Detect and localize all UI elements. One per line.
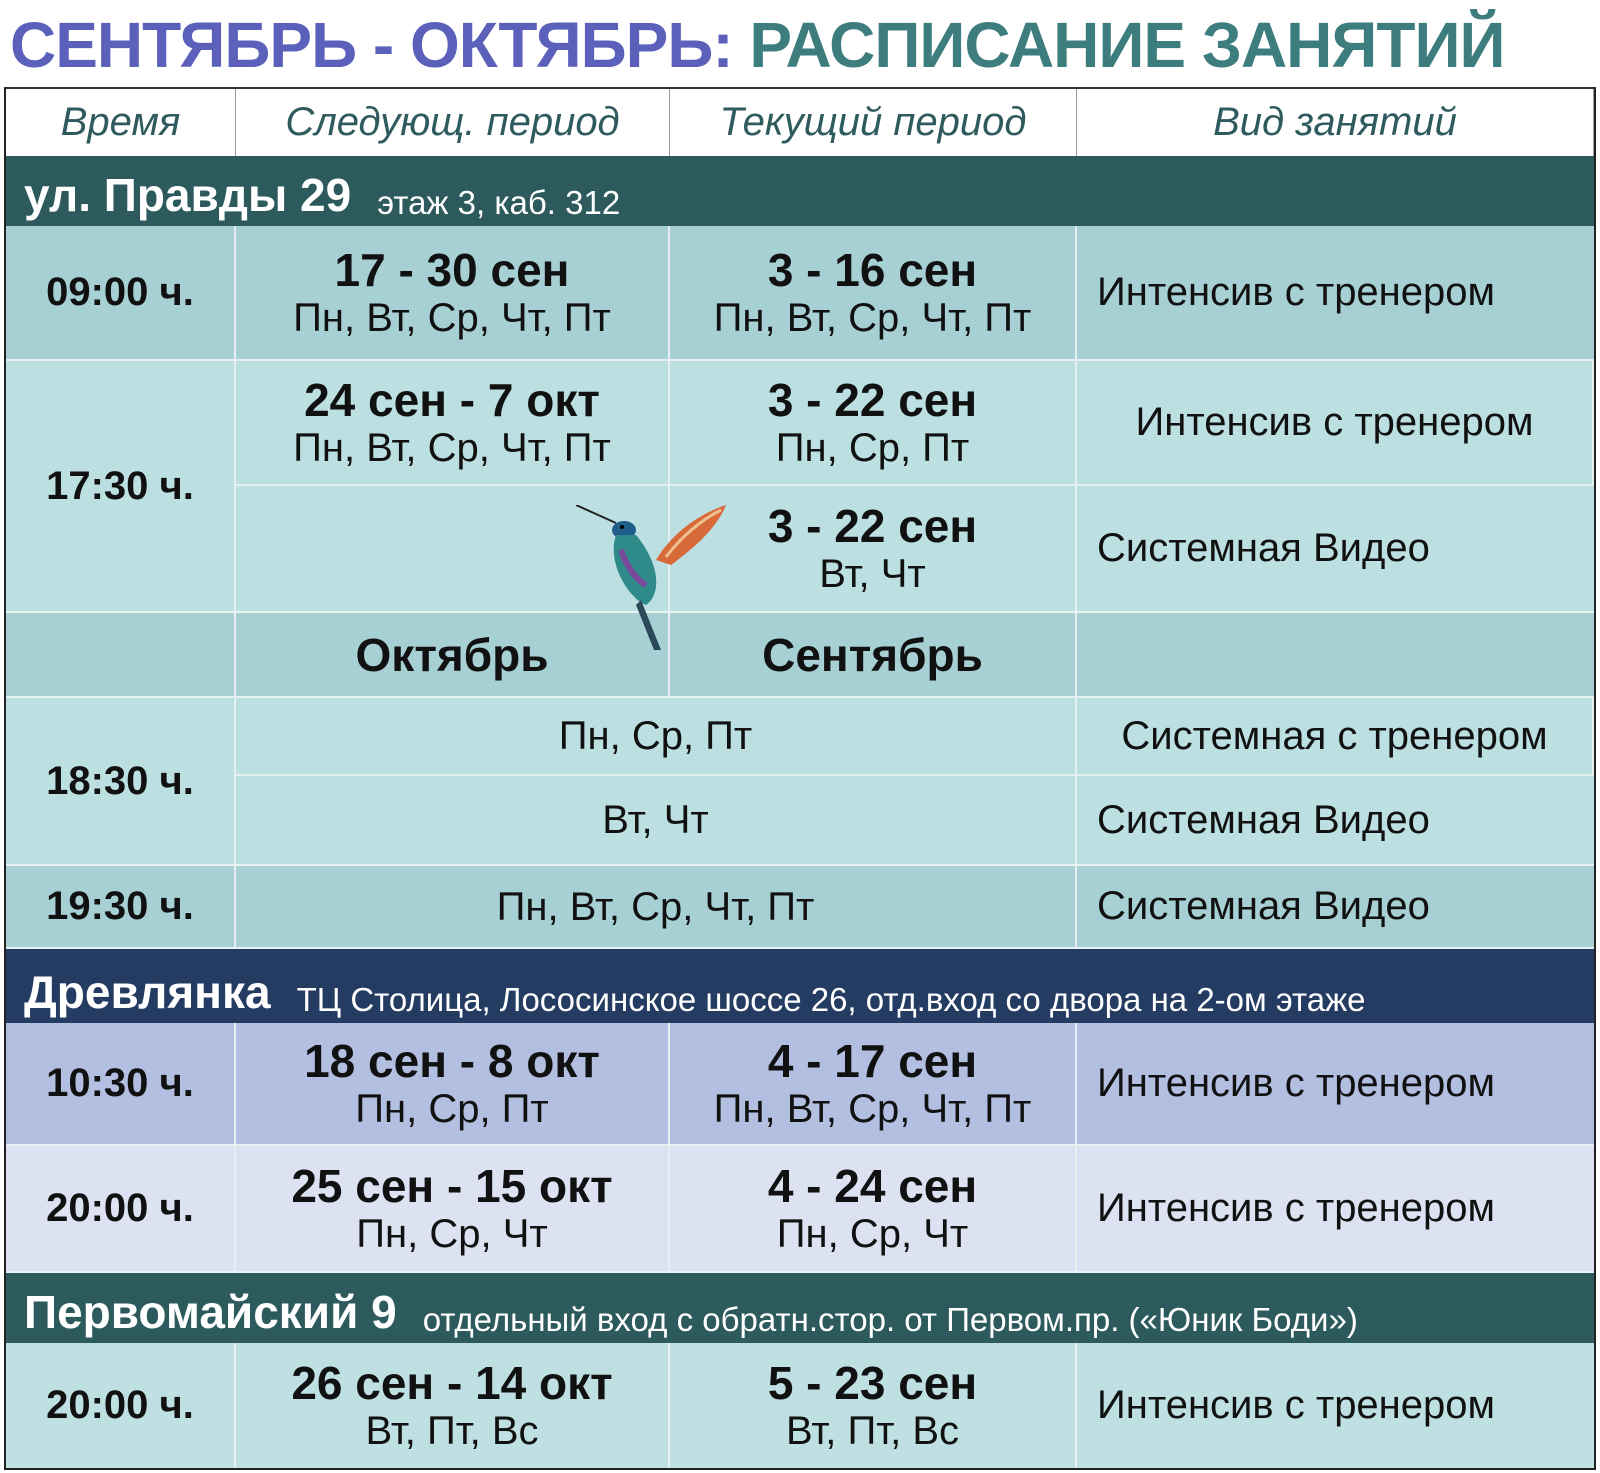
section-note: этаж 3, каб. 312	[377, 184, 621, 221]
cur-date: 4 - 24 сен	[767, 1160, 978, 1213]
title-months: СЕНТЯБРЬ - ОКТЯБРЬ:	[10, 9, 734, 81]
next-date: 26 сен - 14 окт	[291, 1357, 613, 1410]
kind-cell: Интенсив с тренером	[1077, 361, 1594, 486]
section-note: отдельный вход с обратн.стор. от Первом.…	[422, 1301, 1358, 1338]
time-cell: 17:30 ч.	[6, 361, 236, 611]
next-date: 17 - 30 сен	[334, 244, 570, 297]
cur-date: 5 - 23 сен	[767, 1357, 978, 1410]
section-drevlyanka: Древлянка ТЦ Столица, Лососинское шоссе …	[6, 949, 1594, 1023]
time-cell: 18:30 ч.	[6, 698, 236, 864]
cur-date: 3 - 16 сен	[767, 244, 978, 297]
next-date: 24 сен - 7 окт	[304, 374, 600, 427]
cur-days: Пн, Ср, Чт	[776, 1211, 969, 1256]
section-pervomaysky: Первомайский 9 отдельный вход с обратн.с…	[6, 1273, 1594, 1343]
schedule-table: Время Следующ. период Текущий период Вид…	[4, 87, 1596, 1470]
section-name: Первомайский 9	[24, 1286, 397, 1338]
kind-cell: Системная Видео	[1097, 797, 1430, 842]
days-cell: Вт, Чт	[236, 776, 1077, 864]
next-days: Пн, Вт, Ср, Чт, Пт	[293, 295, 611, 340]
next-date: 18 сен - 8 окт	[304, 1035, 600, 1088]
time-cell: 20:00 ч.	[6, 1343, 236, 1468]
time-cell: 19:30 ч.	[6, 866, 236, 947]
next-days: Пн, Ср, Чт	[356, 1211, 548, 1256]
table-row: 09:00 ч. 17 - 30 сен Пн, Вт, Ср, Чт, Пт 3…	[6, 226, 1594, 361]
empty-cell	[236, 486, 670, 611]
header-row: Время Следующ. период Текущий период Вид…	[6, 89, 1594, 156]
time-cell: 10:30 ч.	[6, 1023, 236, 1144]
kind-cell: Системная Видео	[1097, 526, 1430, 570]
kind-cell: Интенсив с тренером	[1097, 1186, 1496, 1230]
next-days: Вт, Пт, Вс	[365, 1408, 539, 1453]
cur-date: 3 - 22 сен	[767, 500, 978, 553]
cur-date: 4 - 17 сен	[767, 1035, 978, 1088]
cur-date: 3 - 22 сен	[767, 374, 978, 427]
header-time: Время	[6, 89, 236, 156]
cur-days: Пн, Ср, Пт	[775, 425, 970, 470]
days-cell: Пн, Вт, Ср, Чт, Пт	[236, 866, 1077, 947]
kind-cell: Системная с тренером	[1077, 698, 1594, 776]
header-next-period: Следующ. период	[236, 89, 670, 156]
header-kind: Вид занятий	[1077, 89, 1594, 156]
time-cell: 09:00 ч.	[6, 226, 236, 359]
next-days: Пн, Ср, Пт	[355, 1086, 549, 1131]
section-name: Древлянка	[24, 966, 271, 1018]
table-row: 19:30 ч. Пн, Вт, Ср, Чт, Пт Системная Ви…	[6, 866, 1594, 949]
kind-cell: Интенсив с тренером	[1097, 1061, 1496, 1105]
next-days: Пн, Вт, Ср, Чт, Пт	[293, 425, 611, 470]
month-current: Сентябрь	[670, 613, 1077, 696]
table-row: 10:30 ч. 18 сен - 8 окт Пн, Ср, Пт 4 - 17…	[6, 1023, 1594, 1146]
next-date: 25 сен - 15 окт	[291, 1160, 613, 1213]
section-note: ТЦ Столица, Лососинское шоссе 26, отд.вх…	[296, 981, 1366, 1018]
months-row: Октябрь Сентябрь	[6, 613, 1594, 698]
kind-cell: Интенсив с тренером	[1097, 1383, 1496, 1427]
title-schedule: РАСПИСАНИЕ ЗАНЯТИЙ	[749, 9, 1505, 81]
cur-days: Пн, Вт, Ср, Чт, Пт	[713, 295, 1032, 340]
month-next: Октябрь	[236, 613, 670, 696]
kind-cell: Интенсив с тренером	[1097, 270, 1496, 314]
days-cell: Пн, Ср, Пт	[236, 698, 1077, 776]
table-row: 17:30 ч. 24 сен - 7 окт Пн, Вт, Ср, Чт, П…	[6, 361, 1594, 613]
section-pravdy: ул. Правды 29 этаж 3, каб. 312	[6, 156, 1594, 226]
table-row: 18:30 ч. Пн, Ср, Пт Системная с тренером…	[6, 698, 1594, 866]
page-title: СЕНТЯБРЬ - ОКТЯБРЬ: РАСПИСАНИЕ ЗАНЯТИЙ	[10, 8, 1505, 86]
table-row: 20:00 ч. 25 сен - 15 окт Пн, Ср, Чт 4 - 2…	[6, 1146, 1594, 1273]
cur-days: Вт, Чт	[819, 551, 926, 596]
section-name: ул. Правды 29	[24, 169, 352, 221]
cur-days: Вт, Пт, Вс	[785, 1408, 959, 1453]
time-cell: 20:00 ч.	[6, 1146, 236, 1271]
cur-days: Пн, Вт, Ср, Чт, Пт	[713, 1086, 1032, 1131]
kind-cell: Системная Видео	[1097, 884, 1430, 928]
header-current-period: Текущий период	[670, 89, 1077, 156]
table-row: 20:00 ч. 26 сен - 14 окт Вт, Пт, Вс 5 - 2…	[6, 1343, 1594, 1468]
